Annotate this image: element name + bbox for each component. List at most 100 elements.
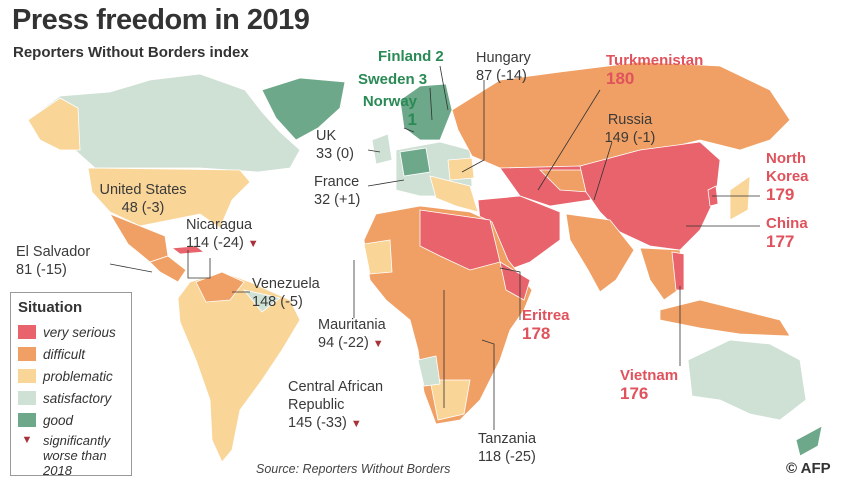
country-callout: Venezuela 148 (-5) xyxy=(252,275,352,311)
worse-marker: ▼ xyxy=(372,338,384,350)
country-callout: China 177 xyxy=(766,215,836,251)
country-name: China xyxy=(766,215,808,232)
rank: 48 xyxy=(121,200,138,216)
legend-swatch xyxy=(18,413,36,427)
rank-line: 179 xyxy=(766,186,836,204)
legend: Situation very serious difficult problemat… xyxy=(10,292,132,478)
rank: 33 xyxy=(316,146,333,162)
rank: 2 xyxy=(435,48,444,65)
country-callout: Hungary 87 (-14) xyxy=(476,49,566,85)
country-name: Turkmenistan xyxy=(606,52,704,69)
country-name: Finland xyxy=(378,48,432,65)
legend-items: very serious difficult problematic satisfac… xyxy=(18,321,124,431)
worse-marker: ▼ xyxy=(21,434,33,446)
rank-change: (0) xyxy=(336,146,354,162)
country-callout: Sweden 3 xyxy=(358,71,448,89)
rank-line: 2 xyxy=(435,48,443,65)
rank-line: 145 (-33) ▼ xyxy=(288,414,418,433)
country-callout: Tanzania 118 (-25) xyxy=(478,430,588,466)
country-callout: Turkmenistan 180 xyxy=(606,52,736,88)
rank-line: 3 xyxy=(419,71,427,88)
country-callout: Mauritania 94 (-22) ▼ xyxy=(318,316,428,353)
country-name: Eritrea xyxy=(522,307,570,324)
rank-change: (-3) xyxy=(141,200,165,216)
legend-title: Situation xyxy=(18,299,83,316)
country-callout: Finland 2 xyxy=(378,48,468,66)
country-name: France xyxy=(314,174,360,190)
country-callout: Vietnam 176 xyxy=(620,367,700,403)
country-callout: Nicaragua 114 (-24) ▼ xyxy=(186,216,286,253)
rank-change: (-1) xyxy=(632,130,656,146)
credit: © AFP xyxy=(786,460,831,477)
rank-change: (-15) xyxy=(36,262,67,278)
rank: 180 xyxy=(606,69,635,88)
worse-marker: ▼ xyxy=(247,238,259,250)
rank: 81 xyxy=(16,262,33,278)
rank: 145 xyxy=(288,415,313,431)
legend-label: significantly worse than 2018 xyxy=(43,433,111,478)
legend-swatch xyxy=(18,347,36,361)
rank-line: 48 (-3) xyxy=(88,199,198,217)
rank-line: 1 xyxy=(347,111,417,129)
legend-label: problematic xyxy=(43,368,113,384)
rank-line: 149 (-1) xyxy=(590,129,670,147)
legend-swatch xyxy=(18,325,36,339)
rank-change: (-24) xyxy=(213,235,244,251)
legend-label: very serious xyxy=(43,324,116,340)
country-name: Norway xyxy=(362,93,417,110)
rank-line: 81 (-15) xyxy=(16,261,116,279)
rank-line: 178 xyxy=(522,325,602,343)
country-callout: Norway 1 xyxy=(347,93,417,129)
title: Press freedom in 2019 xyxy=(12,4,310,36)
rank-line: 114 (-24) ▼ xyxy=(186,234,286,253)
rank-line: 87 (-14) xyxy=(476,67,566,85)
rank: 149 xyxy=(604,130,629,146)
legend-item: good xyxy=(18,409,124,431)
rank-change: (-33) xyxy=(316,415,347,431)
country-name: United States xyxy=(99,182,187,198)
rank: 178 xyxy=(522,324,551,343)
country-name: North Korea xyxy=(766,150,809,185)
country-callout: Russia 149 (-1) xyxy=(590,111,670,147)
legend-worse: ▼ significantly worse than 2018 xyxy=(18,433,124,478)
rank-line: 33 (0) xyxy=(316,145,376,163)
rank: 177 xyxy=(766,232,795,251)
country-name: Mauritania xyxy=(318,317,386,333)
rank: 94 xyxy=(318,335,335,351)
worse-marker: ▼ xyxy=(350,418,362,430)
rank: 148 xyxy=(252,294,277,310)
source: Source: Reporters Without Borders xyxy=(256,462,451,476)
rank: 32 xyxy=(314,192,331,208)
rank-line: 180 xyxy=(606,70,736,88)
legend-label: satisfactory xyxy=(43,390,112,406)
country-callout: United States 48 (-3) xyxy=(88,181,198,217)
rank-line: 94 (-22) ▼ xyxy=(318,334,428,353)
rank: 176 xyxy=(620,384,649,403)
legend-swatch xyxy=(18,391,36,405)
rank-line: 176 xyxy=(620,385,700,403)
rank-line: 148 (-5) xyxy=(252,293,352,311)
rank-change: (+1) xyxy=(334,192,361,208)
legend-item: very serious xyxy=(18,321,124,343)
country-name: Tanzania xyxy=(478,431,537,447)
rank: 3 xyxy=(418,71,428,88)
country-name: Vietnam xyxy=(620,367,679,384)
country-name: El Salvador xyxy=(16,244,91,260)
rank: 118 xyxy=(478,449,502,465)
rank: 87 xyxy=(476,68,493,84)
country-callout: UK 33 (0) xyxy=(316,127,376,163)
country-name: Nicaragua xyxy=(186,217,253,233)
legend-item: problematic xyxy=(18,365,124,387)
rank-change: (-5) xyxy=(280,294,303,310)
country-callout: France 32 (+1) xyxy=(314,173,374,209)
rank: 1 xyxy=(407,110,417,129)
country-name: Russia xyxy=(607,112,653,128)
rank-line: 32 (+1) xyxy=(314,191,374,209)
rank-change: (-22) xyxy=(338,335,369,351)
country-callout: El Salvador 81 (-15) xyxy=(16,243,116,279)
leader-lines xyxy=(109,65,760,430)
rank-change: (-14) xyxy=(496,68,527,84)
countries xyxy=(27,61,823,463)
legend-label: good xyxy=(43,412,74,428)
